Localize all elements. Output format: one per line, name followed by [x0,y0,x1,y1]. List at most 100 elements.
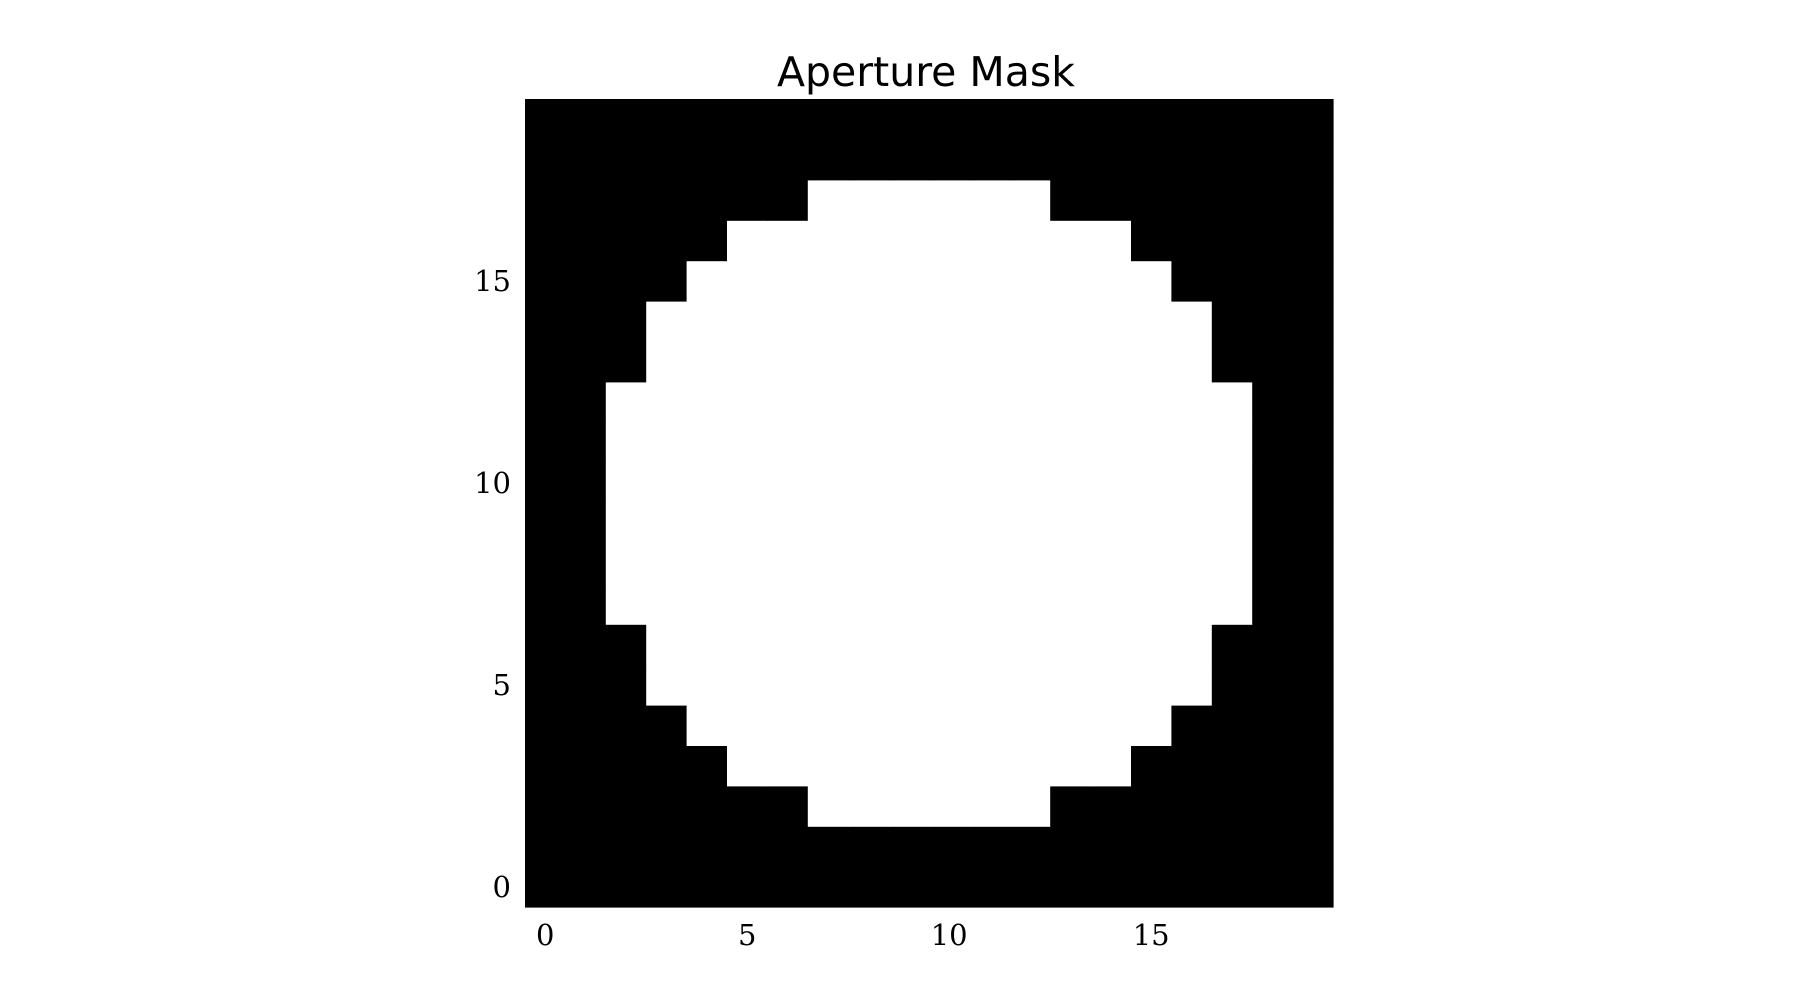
mask-cell [807,866,849,908]
mask-cell [1090,705,1132,746]
mask-cell [929,462,970,504]
mask-cell [1211,866,1253,908]
mask-cell [1090,422,1132,464]
mask-cell [969,664,1011,706]
mask-cell [848,260,890,302]
mask-cell [605,99,647,140]
mask-cell [1292,664,1334,706]
mask-cell [929,624,970,666]
mask-cell [929,381,970,423]
mask-cell [605,179,647,221]
mask-cell [1211,543,1253,585]
mask-cell [1171,462,1213,504]
mask-cell [767,866,809,908]
mask-cell [646,624,688,666]
mask-cell [1050,583,1092,625]
mask-cell [1292,462,1334,504]
mask-cell [1090,462,1132,504]
mask-cell [646,179,688,221]
mask-cell [767,826,809,868]
mask-cell [848,583,890,625]
mask-cell [888,745,930,787]
mask-cell [1252,260,1294,302]
mask-cell [1211,422,1253,464]
mask-cell [1009,422,1051,464]
mask-cell [1090,583,1132,625]
mask-cell [807,745,849,787]
mask-cell [929,341,970,383]
mask-cell [1171,664,1213,706]
mask-cell [686,543,728,585]
mask-cell [605,583,647,625]
mask-cell [727,543,768,585]
mask-cell [686,179,728,221]
mask-cell [1211,624,1253,666]
mask-cell [1090,664,1132,706]
mask-cell [565,503,607,544]
mask-cell [1252,341,1294,383]
mask-cell [646,99,688,140]
mask-cell [807,583,849,625]
mask-cell [929,503,970,544]
mask-cell [969,785,1011,827]
mask-cell [525,543,566,585]
mask-cell [969,826,1011,868]
mask-cell [1009,179,1051,221]
mask-cell [848,381,890,423]
mask-cell [1009,220,1051,262]
mask-cell [1171,705,1213,746]
mask-cell [525,503,566,544]
mask-cell [605,826,647,868]
mask-cell [1211,705,1253,746]
mask-cell [969,422,1011,464]
mask-cell [686,301,728,342]
mask-cell [565,624,607,666]
mask-cell [605,785,647,827]
mask-cell [646,301,688,342]
mask-cell [1252,503,1294,544]
mask-cell [929,583,970,625]
mask-cell [888,260,930,302]
mask-cell [646,422,688,464]
mask-cell [727,664,768,706]
mask-cell [646,543,688,585]
mask-cell [1292,220,1334,262]
mask-cell [1131,381,1172,423]
mask-cell [727,826,768,868]
mask-cell [686,745,728,787]
mask-cell [1009,583,1051,625]
mask-cell [1292,422,1334,464]
mask-cell [1050,745,1092,787]
mask-cell [807,826,849,868]
mask-cell [888,826,930,868]
mask-cell [1211,99,1253,140]
mask-cell [646,503,688,544]
mask-cell [727,179,768,221]
mask-cell [646,139,688,181]
mask-cell [1050,220,1092,262]
mask-cell [727,866,768,908]
mask-cell [969,301,1011,342]
mask-cell [1050,543,1092,585]
mask-cell [848,220,890,262]
mask-cell [565,341,607,383]
mask-cell [686,583,728,625]
mask-cell [767,462,809,504]
mask-cell [1211,503,1253,544]
mask-cell [646,341,688,383]
mask-cell [1090,220,1132,262]
mask-cell [727,624,768,666]
mask-cell [848,664,890,706]
mask-cell [565,139,607,181]
mask-cell [1252,220,1294,262]
mask-cell [1211,826,1253,868]
mask-cell [1252,381,1294,423]
mask-cell [727,745,768,787]
mask-cell [1009,301,1051,342]
mask-cell [1131,139,1172,181]
mask-cell [1252,826,1294,868]
mask-cell [969,503,1011,544]
x-axis-ticks: 0 5 10 15 [536,918,1170,952]
mask-cell [969,462,1011,504]
mask-cell [1131,503,1172,544]
